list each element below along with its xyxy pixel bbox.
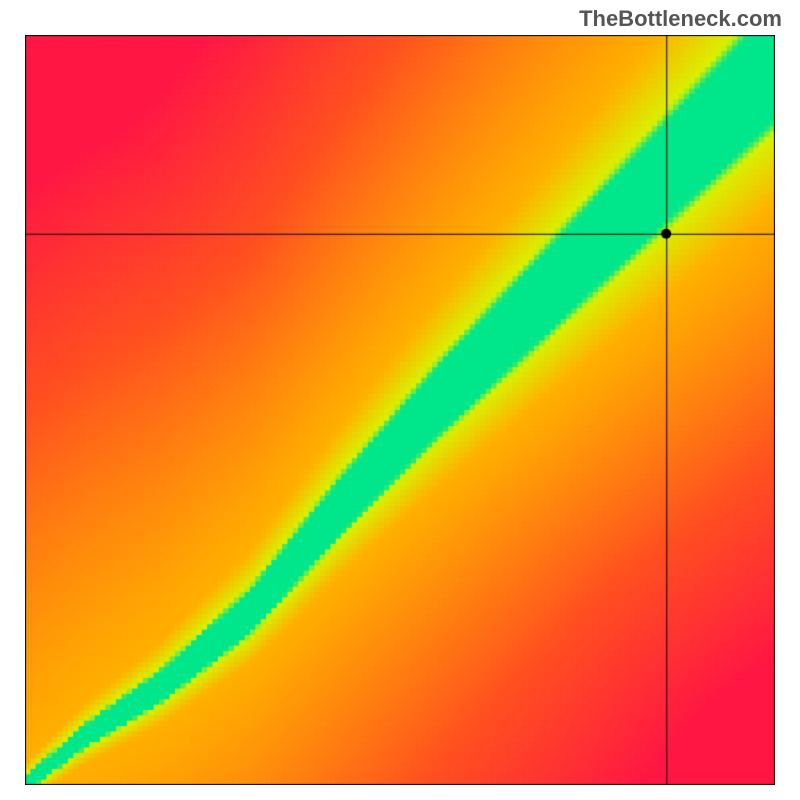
bottleneck-heatmap-chart xyxy=(25,35,775,785)
heatmap-canvas xyxy=(25,35,775,785)
watermark-text: TheBottleneck.com xyxy=(579,6,782,32)
